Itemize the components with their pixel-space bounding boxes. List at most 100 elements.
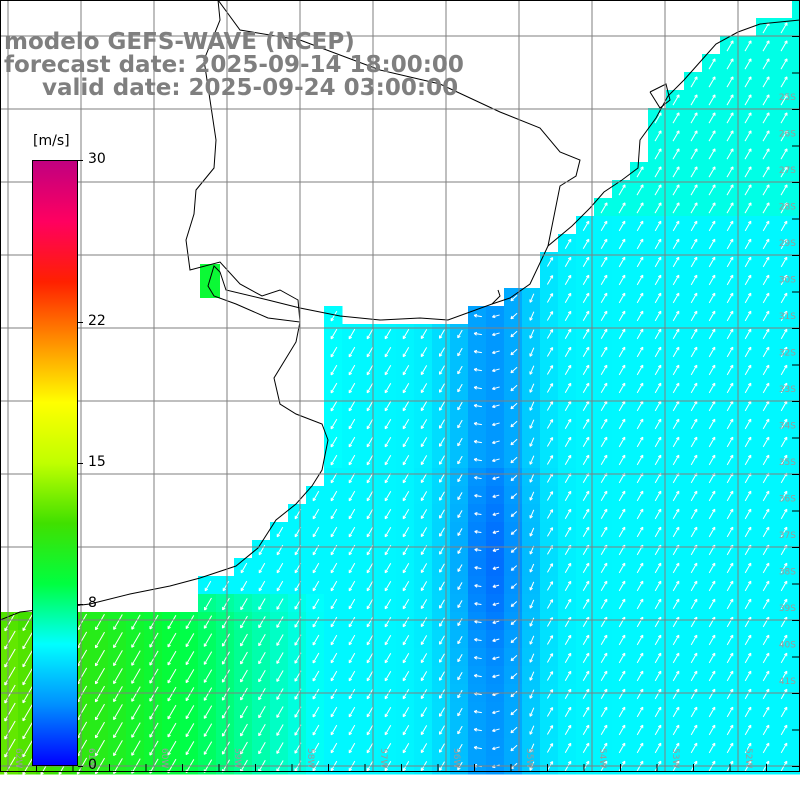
wind-arrow xyxy=(420,617,428,628)
sea-cell xyxy=(702,144,721,163)
sea-cell xyxy=(792,630,800,649)
wind-arrow xyxy=(167,704,177,720)
sea-cell xyxy=(450,486,469,505)
sea-cell xyxy=(720,522,739,541)
wind-arrow xyxy=(708,130,716,142)
sea-cell xyxy=(90,648,109,667)
wind-arrow xyxy=(582,418,590,430)
sea-cell xyxy=(306,522,325,541)
wind-arrow xyxy=(4,738,16,758)
sea-cell xyxy=(306,630,325,649)
wind-arrow xyxy=(762,148,770,160)
wind-arrow xyxy=(600,706,608,718)
sea-cell xyxy=(504,576,523,595)
sea-cell xyxy=(522,504,541,523)
wind-arrow xyxy=(330,418,338,430)
sea-cell xyxy=(792,216,800,235)
wind-arrow xyxy=(690,598,698,610)
wind-arrow xyxy=(672,166,680,178)
sea-cell xyxy=(702,342,721,361)
sea-cell xyxy=(774,216,793,235)
sea-cell xyxy=(360,630,379,649)
sea-cell xyxy=(792,360,800,379)
wind-arrow xyxy=(113,650,123,667)
sea-cell xyxy=(234,648,253,667)
sea-cell xyxy=(756,648,775,667)
sea-cell xyxy=(450,666,469,685)
wind-arrow xyxy=(636,508,644,520)
sea-cell xyxy=(630,378,649,397)
sea-cell xyxy=(594,198,613,217)
sea-cell xyxy=(576,720,595,739)
sea-cell xyxy=(594,324,613,343)
axis-labels: 25S26S27S28S29S30S31S32S33S34S35S36S37S3… xyxy=(13,93,796,768)
sea-cell xyxy=(432,504,451,523)
sea-cell xyxy=(738,54,757,73)
wind-arrow xyxy=(221,741,231,755)
wind-arrow xyxy=(384,688,392,700)
sea-cell xyxy=(432,738,451,757)
sea-cell xyxy=(684,144,703,163)
wind-arrow xyxy=(744,688,752,700)
lat-label: 28S xyxy=(779,203,796,213)
sea-cell xyxy=(720,396,739,415)
wind-arrow xyxy=(744,238,752,250)
sea-cell xyxy=(396,414,415,433)
sea-cell xyxy=(486,342,505,361)
sea-cell xyxy=(612,486,631,505)
wind-arrow xyxy=(744,436,752,448)
sea-cell xyxy=(252,702,271,721)
sea-cell xyxy=(414,396,433,415)
sea-cell xyxy=(198,720,217,739)
wind-arrow xyxy=(600,526,608,538)
sea-cell xyxy=(648,378,667,397)
sea-cell xyxy=(396,432,415,451)
wind-arrow xyxy=(708,652,716,664)
sea-cell xyxy=(216,612,235,631)
wind-arrow xyxy=(492,404,500,409)
colorbar-tick xyxy=(78,604,83,606)
wind-arrow xyxy=(636,292,644,304)
sea-cell xyxy=(432,648,451,667)
sea-cell xyxy=(504,702,523,721)
wind-arrow xyxy=(618,580,626,592)
wind-arrow xyxy=(529,347,535,357)
sea-cell xyxy=(792,738,800,757)
wind-arrow xyxy=(384,436,392,448)
wind-arrow xyxy=(636,148,644,160)
wind-arrow xyxy=(438,419,445,429)
wind-arrow xyxy=(690,436,698,448)
wind-arrow xyxy=(636,688,644,700)
sea-cell xyxy=(306,540,325,559)
wind-arrow xyxy=(348,652,356,664)
wind-arrow xyxy=(762,724,770,736)
sea-cell xyxy=(324,396,343,415)
sea-cell xyxy=(324,504,343,523)
lon-label: 58W xyxy=(305,748,315,768)
wind-arrow xyxy=(600,220,608,232)
sea-cell xyxy=(756,270,775,289)
sea-cell xyxy=(342,378,361,397)
wind-arrow xyxy=(492,746,500,751)
sea-cell xyxy=(774,630,793,649)
sea-cell xyxy=(558,414,577,433)
sea-cell xyxy=(342,504,361,523)
wind-arrow xyxy=(276,706,284,718)
sea-cell xyxy=(684,180,703,199)
wind-arrow xyxy=(780,112,788,124)
wind-arrow xyxy=(582,526,590,538)
wind-arrow xyxy=(762,364,770,376)
wind-arrow xyxy=(457,743,463,753)
wind-arrow xyxy=(366,580,374,592)
sea-cell xyxy=(126,756,145,775)
wind-arrow xyxy=(240,598,248,611)
sea-cell xyxy=(486,756,505,775)
sea-cell xyxy=(324,594,343,613)
sea-cell xyxy=(450,594,469,613)
sea-cell xyxy=(774,594,793,613)
wind-arrow xyxy=(564,652,572,663)
wind-arrow xyxy=(636,724,644,736)
sea-cell xyxy=(396,594,415,613)
wind-arrow xyxy=(690,652,698,664)
sea-cell xyxy=(684,126,703,145)
